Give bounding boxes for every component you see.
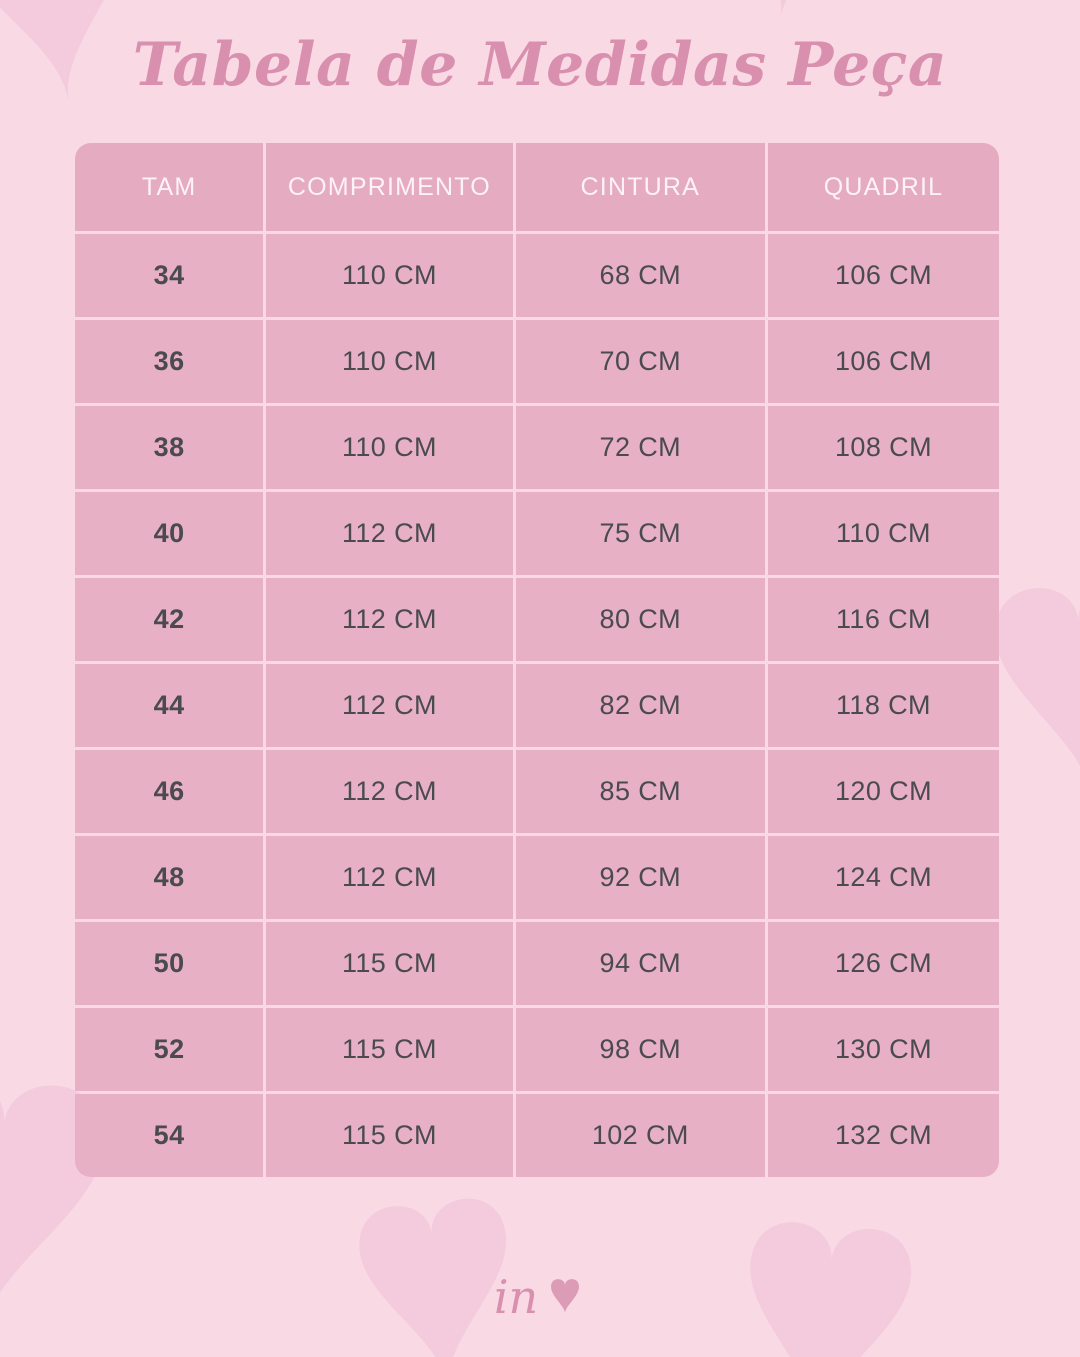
cell-comprimento: 115 CM [266,922,513,1005]
heart-icon [995,582,1080,799]
cell-size: 48 [75,836,264,919]
heart-icon [0,409,19,613]
cell-quadril: 120 CM [767,750,999,833]
measurements-table: TAM COMPRIMENTO CINTURA QUADRIL 34 110 CM… [72,140,1002,1180]
cell-cintura: 75 CM [515,492,765,575]
table-body: 34 110 CM 68 CM 106 CM 36 110 CM 70 CM 106 CM 38… [75,234,999,1177]
cell-size: 54 [75,1094,264,1177]
cell-comprimento: 115 CM [266,1008,513,1091]
brand-name: in [493,1270,539,1324]
cell-cintura: 102 CM [515,1094,765,1177]
cell-comprimento: 112 CM [266,836,513,919]
cell-size: 46 [75,750,264,833]
cell-cintura: 68 CM [515,234,765,317]
footer-logo: in [0,1270,1080,1324]
cell-cintura: 85 CM [515,750,765,833]
table-header-row: TAM COMPRIMENTO CINTURA QUADRIL [75,143,999,231]
table-row: 42 112 CM 80 CM 116 CM [75,578,999,661]
cell-quadril: 124 CM [767,836,999,919]
table-row: 54 115 CM 102 CM 132 CM [75,1094,999,1177]
page-title-container: Tabela de Medidas Peça [0,34,1080,97]
cell-quadril: 116 CM [767,578,999,661]
column-header-comprimento: COMPRIMENTO [266,143,513,231]
cell-size: 38 [75,406,264,489]
cell-comprimento: 110 CM [266,234,513,317]
cell-comprimento: 110 CM [266,406,513,489]
cell-size: 52 [75,1008,264,1091]
cell-comprimento: 112 CM [266,664,513,747]
cell-cintura: 70 CM [515,320,765,403]
table-row: 52 115 CM 98 CM 130 CM [75,1008,999,1091]
cell-size: 50 [75,922,264,1005]
cell-quadril: 106 CM [767,234,999,317]
cell-quadril: 110 CM [767,492,999,575]
cell-size: 40 [75,492,264,575]
table-header-row-group: TAM COMPRIMENTO CINTURA QUADRIL [75,143,999,231]
cell-quadril: 108 CM [767,406,999,489]
table-row: 46 112 CM 85 CM 120 CM [75,750,999,833]
cell-size: 34 [75,234,264,317]
table-row: 50 115 CM 94 CM 126 CM [75,922,999,1005]
column-header-cintura: CINTURA [515,143,765,231]
cell-size: 42 [75,578,264,661]
cell-cintura: 80 CM [515,578,765,661]
table-row: 48 112 CM 92 CM 124 CM [75,836,999,919]
cell-comprimento: 110 CM [266,320,513,403]
cell-cintura: 94 CM [515,922,765,1005]
heart-icon [730,0,884,19]
cell-quadril: 130 CM [767,1008,999,1091]
table-row: 40 112 CM 75 CM 110 CM [75,492,999,575]
cell-cintura: 92 CM [515,836,765,919]
cell-size: 36 [75,320,264,403]
column-header-quadril: QUADRIL [767,143,999,231]
cell-quadril: 126 CM [767,922,999,1005]
cell-comprimento: 112 CM [266,750,513,833]
column-header-tam: TAM [75,143,264,231]
cell-cintura: 82 CM [515,664,765,747]
heart-icon [544,1274,586,1316]
cell-comprimento: 112 CM [266,578,513,661]
cell-quadril: 118 CM [767,664,999,747]
cell-comprimento: 112 CM [266,492,513,575]
cell-cintura: 72 CM [515,406,765,489]
table-row: 36 110 CM 70 CM 106 CM [75,320,999,403]
table-row: 44 112 CM 82 CM 118 CM [75,664,999,747]
cell-quadril: 132 CM [767,1094,999,1177]
table-row: 34 110 CM 68 CM 106 CM [75,234,999,317]
measurements-table-container: TAM COMPRIMENTO CINTURA QUADRIL 34 110 CM… [75,143,1005,1177]
table-row: 38 110 CM 72 CM 108 CM [75,406,999,489]
cell-cintura: 98 CM [515,1008,765,1091]
cell-quadril: 106 CM [767,320,999,403]
cell-size: 44 [75,664,264,747]
cell-comprimento: 115 CM [266,1094,513,1177]
page-title: Tabela de Medidas Peça [132,30,948,100]
